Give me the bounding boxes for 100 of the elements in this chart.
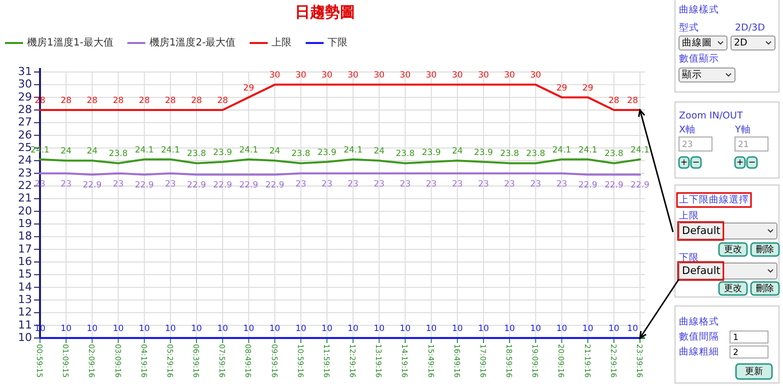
data-label: 22.9 (239, 180, 258, 191)
data-label: 10 (426, 324, 437, 334)
data-label: 23 (504, 179, 515, 190)
data-label: 22.9 (265, 180, 284, 191)
y-tick-label: 18 (18, 230, 32, 243)
y-tick-label: 13 (18, 293, 32, 306)
data-label: 30 (400, 70, 411, 81)
data-label: 24 (452, 146, 463, 157)
data-label: 10 (478, 324, 489, 334)
data-label: 23.8 (500, 149, 520, 160)
data-label: 10 (191, 324, 202, 334)
data-label: 10 (138, 324, 150, 334)
y-tick-label: 27 (18, 116, 32, 129)
data-label: 10 (112, 324, 124, 334)
data-label: 24 (86, 146, 98, 157)
data-label: 30 (504, 70, 515, 81)
data-label: 30 (452, 70, 463, 81)
data-label: 23 (426, 179, 437, 190)
data-label: 30 (295, 70, 306, 81)
data-label: 23.8 (604, 149, 624, 160)
data-label: 30 (374, 70, 385, 81)
data-label: 10 (295, 324, 306, 334)
data-label: 28 (217, 96, 228, 106)
data-label: 24.1 (578, 145, 598, 156)
data-label: 30 (530, 70, 542, 81)
y-tick-label: 29 (18, 90, 32, 104)
data-label: 23.8 (187, 149, 206, 160)
data-label: 10 (348, 324, 358, 334)
data-label: 22.9 (604, 180, 624, 191)
data-label: 10 (243, 324, 254, 334)
data-label: 10 (165, 324, 176, 334)
data-label: 23 (556, 179, 568, 190)
data-label: 10 (556, 324, 568, 334)
data-label: 24 (60, 146, 72, 157)
data-label: 22.9 (187, 180, 206, 191)
data-label: 29 (582, 83, 594, 94)
data-label: 10 (452, 324, 463, 334)
data-label: 24 (374, 146, 385, 157)
data-label: 10 (627, 324, 638, 334)
y-tick-label: 15 (18, 268, 32, 281)
data-label: 22.9 (578, 180, 598, 191)
y-tick-label: 23 (18, 166, 32, 180)
data-label: 30 (426, 70, 437, 81)
data-label: 22.9 (82, 180, 102, 191)
y-tick-label: 17 (18, 242, 32, 256)
data-label: 24.1 (344, 145, 363, 156)
data-label: 23 (295, 179, 306, 190)
y-tick-label: 12 (18, 306, 32, 319)
y-tick-label: 21 (18, 192, 32, 205)
y-tick-label: 24 (18, 154, 32, 167)
y-tick-label: 19 (18, 217, 32, 230)
chart-title: 日趨勢圖 (295, 3, 355, 21)
data-label: 23.8 (108, 149, 128, 160)
data-label: 23.9 (474, 148, 493, 158)
data-label: 10 (530, 324, 542, 334)
data-label: 28 (165, 96, 176, 106)
y-tick-label: 20 (18, 204, 32, 218)
data-label: 28 (112, 96, 124, 106)
data-label: 10 (582, 324, 594, 334)
y-tick-label: 30 (18, 78, 32, 91)
data-label: 24.1 (630, 145, 650, 156)
data-label: 23 (348, 179, 358, 190)
data-label: 22.9 (134, 180, 154, 191)
data-label: 10 (217, 324, 228, 334)
y-tick-label: 26 (18, 128, 32, 142)
data-label: 28 (60, 96, 72, 106)
data-label: 23 (165, 179, 176, 190)
data-label: 23 (60, 179, 72, 190)
y-tick-label: 31 (18, 65, 32, 78)
annotation: Default (682, 224, 720, 237)
data-label: 29 (556, 83, 568, 94)
y-tick-label: 22 (18, 179, 32, 192)
data-label: 23.8 (396, 149, 415, 160)
data-label: 10 (608, 324, 620, 334)
data-label: 22.9 (213, 180, 232, 191)
legend-label: 上限 (272, 36, 292, 49)
legend-label: 機房1溫度2-最大值 (149, 36, 236, 49)
data-label: 10 (374, 324, 385, 334)
data-label: 23.8 (526, 149, 546, 160)
data-label: 23.8 (291, 149, 310, 160)
data-label: 29 (243, 83, 254, 94)
y-tick-label: 10 (18, 331, 32, 344)
data-label: 28 (627, 96, 638, 106)
data-label: 24.1 (134, 145, 154, 156)
data-label: 28 (608, 96, 620, 106)
data-label: 23 (112, 179, 124, 190)
data-label: 22.9 (630, 180, 650, 191)
data-label: 30 (322, 70, 332, 81)
data-label: 10 (86, 324, 98, 334)
data-label: 24 (269, 146, 280, 157)
data-label: 23 (322, 179, 332, 190)
data-label: 10 (504, 324, 515, 334)
data-label: 30 (478, 70, 489, 81)
data-label: 23.9 (317, 148, 336, 158)
y-tick-label: 16 (18, 255, 32, 268)
data-label: 30 (348, 70, 358, 81)
y-tick-label: 11 (18, 318, 32, 332)
y-tick-label: 14 (18, 280, 32, 294)
data-label: 24.1 (160, 145, 180, 156)
data-label: 24.1 (552, 145, 572, 156)
